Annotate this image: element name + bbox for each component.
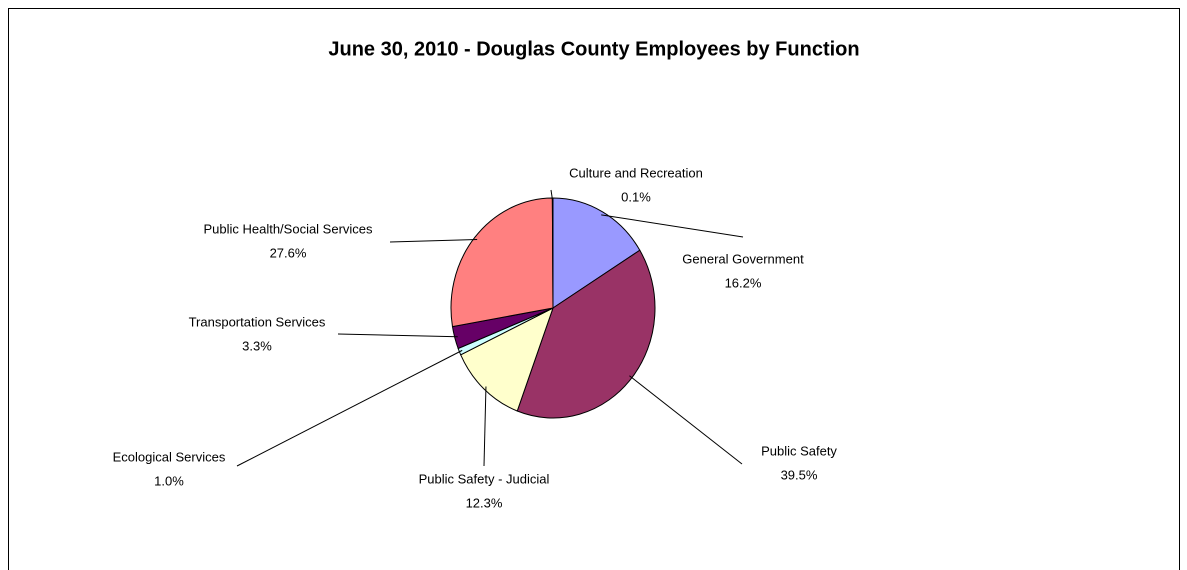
leader-line	[337, 333, 458, 338]
slice-value-label: 0.1%	[621, 189, 651, 204]
leader-line	[483, 386, 487, 467]
slice-label: Transportation Services	[189, 314, 326, 329]
slice-label: Public Health/Social Services	[203, 221, 373, 236]
leader-line	[389, 238, 478, 243]
slice-value-label: 39.5%	[781, 467, 818, 482]
leader-line	[601, 214, 744, 238]
leader-line	[236, 349, 463, 467]
slice-label: Culture and Recreation	[569, 165, 703, 180]
slice-label: Ecological Services	[113, 449, 226, 464]
pie-slice	[551, 197, 554, 309]
chart-border	[8, 8, 1180, 570]
pie-slice	[552, 197, 641, 309]
slice-label: General Government	[682, 251, 804, 266]
slice-label: Public Safety	[761, 443, 837, 458]
slice-value-label: 16.2%	[725, 275, 762, 290]
pie-slice	[460, 306, 554, 412]
slice-value-label: 27.6%	[270, 245, 307, 260]
leader-line	[550, 189, 554, 202]
pie-slice	[450, 197, 554, 328]
slice-label: Public Safety - Judicial	[419, 471, 550, 486]
leader-line	[629, 375, 743, 465]
slice-value-label: 3.3%	[242, 338, 272, 353]
slice-value-label: 1.0%	[154, 473, 184, 488]
chart-title: June 30, 2010 - Douglas County Employees…	[328, 38, 859, 60]
slice-value-label: 12.3%	[466, 495, 503, 510]
